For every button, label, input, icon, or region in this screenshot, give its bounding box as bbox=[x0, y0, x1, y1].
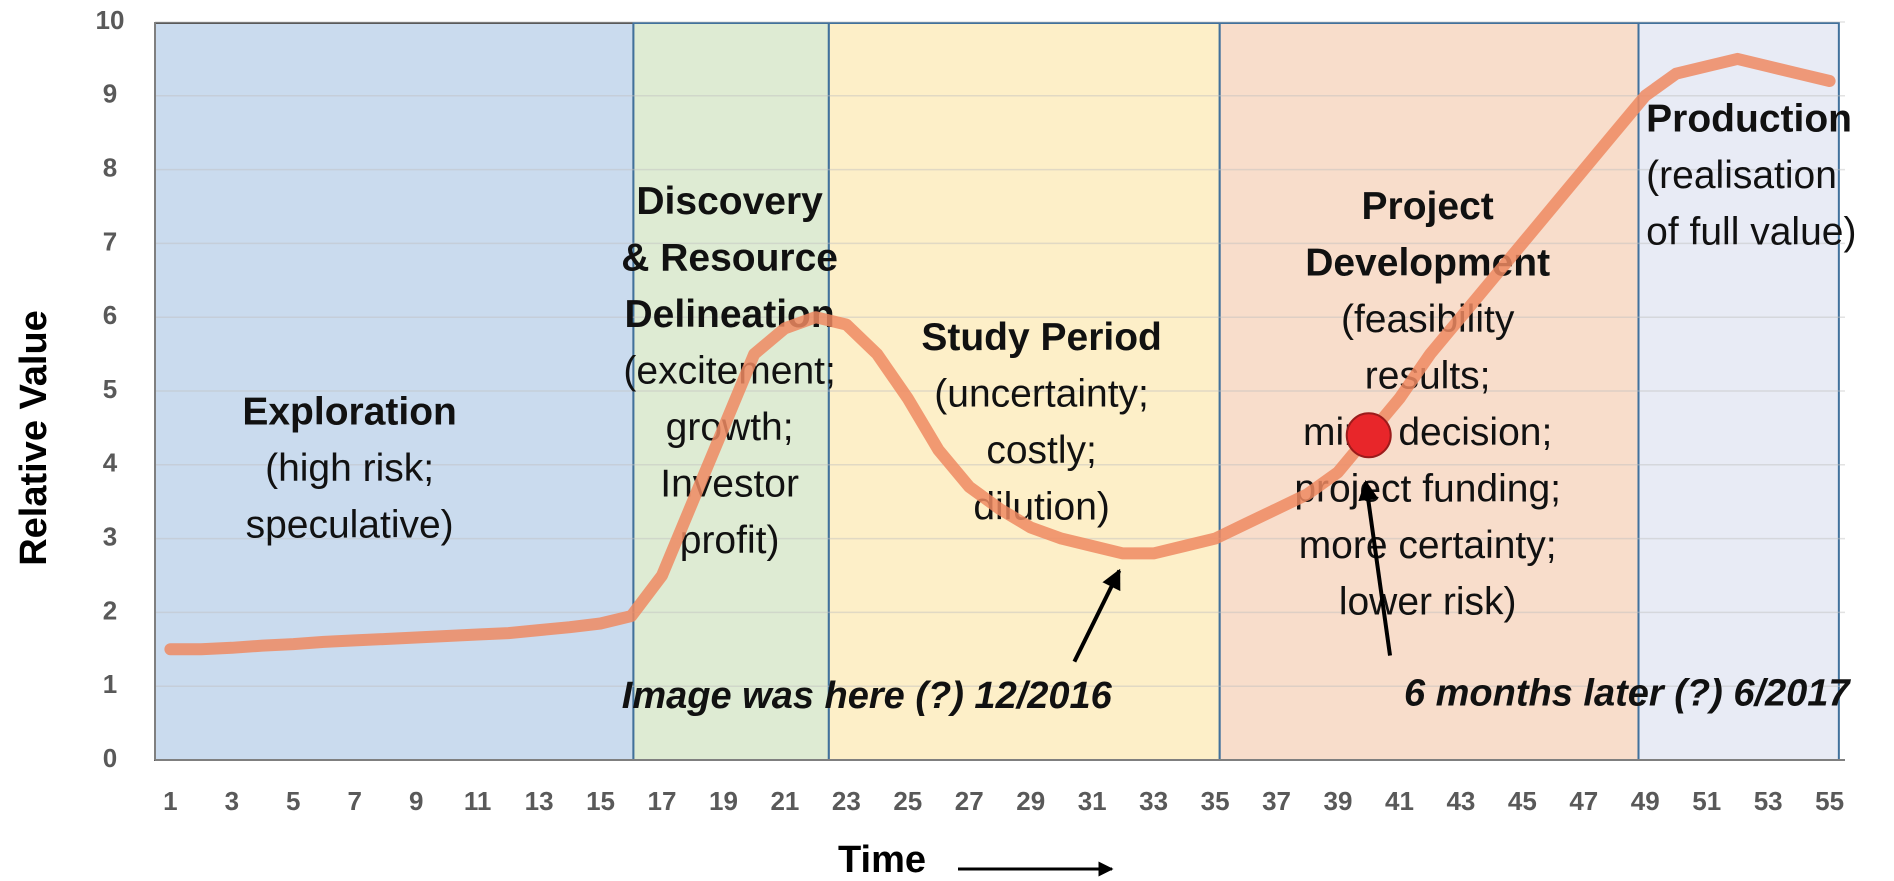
phase-title: Study Period bbox=[921, 316, 1162, 359]
x-tick-label: 29 bbox=[1016, 786, 1045, 816]
x-tick-label: 51 bbox=[1692, 786, 1721, 816]
y-tick-label: 9 bbox=[103, 79, 117, 109]
phase-description: costly; bbox=[986, 429, 1097, 472]
y-axis-label: Relative Value bbox=[13, 310, 55, 566]
annotation-arrow bbox=[1358, 479, 1393, 656]
x-tick-label: 45 bbox=[1508, 786, 1537, 816]
phase-region bbox=[632, 22, 830, 761]
phase-title: & Resource bbox=[621, 237, 838, 280]
phase-description: (feasibility bbox=[1341, 298, 1515, 341]
y-tick-label: 0 bbox=[103, 743, 117, 773]
x-tick-label: 19 bbox=[709, 786, 738, 816]
x-tick-label: 3 bbox=[225, 786, 239, 816]
value-line bbox=[164, 52, 1836, 656]
x-tick-label: 21 bbox=[770, 786, 799, 816]
x-tick-label: 27 bbox=[955, 786, 984, 816]
x-tick-label: 9 bbox=[409, 786, 423, 816]
x-tick-label: 35 bbox=[1201, 786, 1230, 816]
phase-description: speculative) bbox=[246, 503, 454, 546]
phase-description: of full value) bbox=[1646, 211, 1856, 254]
x-tick-label: 23 bbox=[832, 786, 861, 816]
phase-description: profit) bbox=[680, 519, 780, 562]
y-tick-label: 6 bbox=[103, 300, 117, 330]
x-tick-label: 55 bbox=[1815, 786, 1844, 816]
x-tick-label: 43 bbox=[1446, 786, 1475, 816]
y-tick-label: 10 bbox=[96, 5, 125, 35]
x-tick-label: 5 bbox=[286, 786, 300, 816]
highlight-point bbox=[1345, 412, 1392, 459]
phase-description: (uncertainty; bbox=[934, 373, 1149, 416]
x-tick-label: 47 bbox=[1569, 786, 1598, 816]
phase-description: lower risk) bbox=[1339, 581, 1517, 624]
annotation: Image was here (?) 12/2016 bbox=[622, 675, 1113, 717]
y-tick-label: 2 bbox=[103, 595, 117, 625]
phase-description: more certainty; bbox=[1299, 524, 1557, 567]
phase-title: Production bbox=[1646, 98, 1852, 141]
annotation: 6 months later (?) 6/2017 bbox=[1404, 673, 1851, 715]
x-tick-label: 41 bbox=[1385, 786, 1414, 816]
phase-title: Project bbox=[1362, 185, 1494, 228]
x-axis-label: Time bbox=[838, 839, 926, 881]
y-tick-label: 4 bbox=[103, 448, 118, 478]
x-tick-label: 53 bbox=[1754, 786, 1783, 816]
phase-description: Investor bbox=[660, 463, 799, 506]
y-tick-label: 7 bbox=[103, 226, 117, 256]
phase-title: Discovery bbox=[636, 180, 823, 223]
phase-description: (realisation bbox=[1646, 154, 1837, 197]
x-tick-label: 37 bbox=[1262, 786, 1291, 816]
x-tick-label: 33 bbox=[1139, 786, 1168, 816]
y-tick-label: 3 bbox=[103, 521, 117, 551]
x-tick-label: 13 bbox=[525, 786, 554, 816]
x-tick-label: 25 bbox=[893, 786, 922, 816]
phase-title: Delineation bbox=[625, 293, 835, 336]
x-tick-label: 1 bbox=[163, 786, 177, 816]
phase-description: (excitement; bbox=[623, 350, 835, 393]
phase-description: (high risk; bbox=[265, 447, 434, 490]
x-tick-label: 7 bbox=[347, 786, 361, 816]
phase-description: mine decision; bbox=[1303, 411, 1552, 454]
phase-region bbox=[1637, 22, 1840, 761]
phase-region bbox=[1218, 22, 1640, 761]
x-tick-label: 31 bbox=[1078, 786, 1107, 816]
phase-title: Exploration bbox=[242, 390, 457, 433]
x-tick-label: 39 bbox=[1324, 786, 1353, 816]
x-tick-label: 17 bbox=[648, 786, 677, 816]
y-tick-label: 1 bbox=[103, 669, 117, 699]
y-tick-label: 5 bbox=[103, 374, 117, 404]
x-tick-label: 49 bbox=[1631, 786, 1660, 816]
x-tick-label: 15 bbox=[586, 786, 615, 816]
x-tick-label: 11 bbox=[464, 786, 492, 816]
annotation-arrow bbox=[1072, 568, 1122, 663]
y-tick-label: 8 bbox=[103, 152, 117, 182]
